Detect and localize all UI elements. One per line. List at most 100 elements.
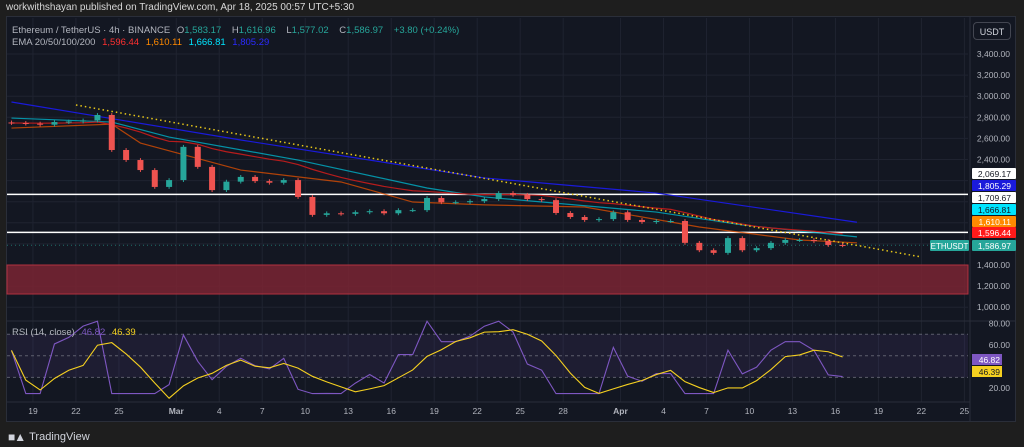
candle-body <box>180 146 187 181</box>
candle <box>510 191 517 197</box>
candle-body <box>710 250 717 253</box>
candle-body <box>123 150 130 161</box>
symbol-price-tag: ETHUSDT <box>930 240 969 251</box>
price-badge-bg <box>972 227 1016 238</box>
candle-body <box>595 219 602 221</box>
high-value: 1,616.96 <box>238 25 276 36</box>
symbol-tag-bg <box>930 240 969 251</box>
candle <box>409 208 416 213</box>
candle <box>395 208 402 216</box>
candle-body <box>825 241 832 245</box>
candle-body <box>194 146 201 167</box>
rsi-badge-bg <box>972 354 1002 365</box>
candle-body <box>510 193 517 195</box>
candle <box>710 248 717 255</box>
time-axis-label: 22 <box>71 406 81 416</box>
candle-body <box>653 221 660 223</box>
candle <box>366 209 373 215</box>
candle-body <box>724 238 731 253</box>
currency-button[interactable]: USDT <box>973 22 1011 40</box>
price-badge-bg <box>972 168 1016 179</box>
candle <box>481 197 488 204</box>
candle-body <box>137 160 144 171</box>
candle <box>252 175 259 184</box>
candle <box>581 215 588 222</box>
candle <box>467 199 474 205</box>
time-axis-label: 19 <box>28 406 38 416</box>
price-badge-label: 1,586.97 <box>978 241 1011 251</box>
ema200-value: 1,805.29 <box>232 37 270 48</box>
brand-name: TradingView <box>29 431 90 443</box>
rsi-axis-label: 20.00 <box>989 383 1011 393</box>
candle-body <box>151 170 158 187</box>
candle-body <box>94 114 101 121</box>
price-badge: 2,069.17 <box>972 168 1016 179</box>
candle-body <box>739 238 746 251</box>
rsi-badge-bg <box>972 366 1002 377</box>
candle <box>452 200 459 205</box>
candle <box>381 209 388 216</box>
candle-body <box>51 122 58 125</box>
candle-body <box>839 244 846 246</box>
candle-body <box>524 194 531 200</box>
candle <box>223 179 230 192</box>
candle <box>151 168 158 189</box>
time-axis-label: 25 <box>515 406 525 416</box>
time-axis-label: 10 <box>300 406 310 416</box>
symbol-title[interactable]: Ethereum / TetherUS · 4h · BINANCE <box>12 25 171 36</box>
price-badge-bg <box>972 216 1016 227</box>
ema100-line <box>11 117 857 238</box>
candle <box>108 113 115 152</box>
candle <box>80 118 87 124</box>
symbol-tag-label: ETHUSDT <box>931 242 969 251</box>
candle-body <box>366 211 373 213</box>
rsi-line <box>10 320 843 395</box>
candle <box>538 197 545 203</box>
price-badge-label: 1,666.81 <box>978 205 1011 215</box>
price-axis-label: 2,400.00 <box>977 155 1010 165</box>
price-badge: 1,596.44 <box>972 227 1016 238</box>
candle <box>237 175 244 184</box>
ema-legend[interactable]: EMA 20/50/100/200 1,596.44 1,610.11 1,66… <box>12 37 273 48</box>
candle-body <box>696 242 703 251</box>
price-badge-bg <box>972 192 1016 203</box>
price-axis-label: 3,000.00 <box>977 91 1010 101</box>
rsi-legend[interactable]: RSI (14, close) 46.82 46.39 <box>12 327 140 338</box>
ema50-line <box>11 123 857 244</box>
candle-body <box>767 242 774 249</box>
candle-body <box>338 213 345 215</box>
ema-label: EMA 20/50/100/200 <box>12 37 96 48</box>
candle-body <box>438 198 445 203</box>
time-axis-label: 28 <box>558 406 568 416</box>
candle-body <box>638 219 645 222</box>
candle <box>782 238 789 245</box>
ema20-value: 1,596.44 <box>102 37 140 48</box>
time-axis-label: 19 <box>874 406 884 416</box>
close-value: 1,586.97 <box>346 25 384 36</box>
candle <box>839 243 846 248</box>
chart-frame[interactable] <box>6 16 1016 422</box>
footer-brand[interactable]: ■▲ TradingView <box>8 430 90 444</box>
candle <box>553 198 560 215</box>
candle <box>166 178 173 189</box>
candle-body <box>424 198 431 211</box>
time-axis-label: Mar <box>169 406 185 416</box>
candle-body <box>80 120 87 122</box>
trendline <box>75 104 922 258</box>
time-axis-label: Apr <box>613 406 628 416</box>
candle <box>352 210 359 216</box>
ema100-value: 1,666.81 <box>188 37 226 48</box>
price-badge: 1,586.97 <box>972 240 1016 251</box>
candle <box>739 236 746 253</box>
close-label: C <box>339 25 347 36</box>
price-axis-label: 2,800.00 <box>977 112 1010 122</box>
symbol-legend: Ethereum / TetherUS · 4h · BINANCE O1,58… <box>12 25 463 36</box>
candle <box>295 178 302 199</box>
candle-body <box>667 221 674 223</box>
candle-body <box>538 199 545 201</box>
price-axis-label: 1,400.00 <box>977 260 1010 270</box>
candle <box>796 238 803 242</box>
candle <box>65 119 72 124</box>
time-axis-label: 7 <box>260 406 265 416</box>
